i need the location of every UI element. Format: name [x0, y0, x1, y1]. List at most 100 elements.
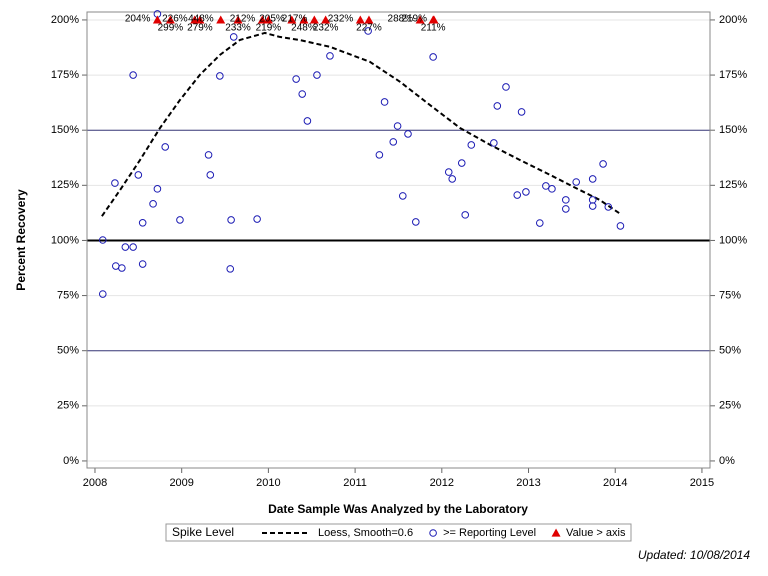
value-above-axis — [321, 15, 331, 24]
data-point — [206, 171, 215, 179]
data-point — [493, 102, 502, 110]
data-point — [161, 143, 170, 151]
y2-tick-label: 200% — [719, 14, 747, 26]
data-point — [303, 117, 312, 125]
value-label: 279% — [187, 23, 213, 34]
y-tick-label: 175% — [51, 69, 79, 81]
data-point — [588, 175, 597, 183]
data-point — [227, 216, 235, 224]
x-axis-label: Date Sample Was Analyzed by the Laborato… — [268, 502, 528, 516]
data-point — [364, 27, 372, 35]
x-tick-label: 2015 — [690, 477, 714, 489]
value-label: 232% — [328, 14, 354, 25]
footnote: Updated: 10/08/2014 — [638, 548, 750, 562]
y2-tick-label: 100% — [719, 234, 747, 246]
data-point — [457, 159, 466, 167]
data-point — [111, 179, 119, 187]
data-point — [149, 200, 157, 208]
x-tick-label: 2013 — [516, 477, 540, 489]
y-tick-label: 100% — [51, 234, 79, 246]
value-above-axis — [355, 15, 365, 24]
value-label: 288% — [388, 14, 414, 25]
y-axis-label: Percent Recovery — [14, 189, 28, 291]
value-above-axis — [309, 15, 319, 24]
x-tick-label: 2014 — [603, 477, 627, 489]
data-point — [562, 196, 570, 204]
data-point — [226, 265, 235, 273]
y-tick-label: 75% — [57, 289, 79, 301]
data-point — [535, 219, 544, 227]
y2-tick-label: 150% — [719, 124, 747, 136]
data-point — [153, 185, 162, 193]
data-point — [490, 139, 498, 147]
loess-line — [101, 31, 621, 217]
data-point — [121, 243, 130, 251]
data-point — [448, 175, 457, 183]
data-point — [229, 33, 238, 41]
data-point — [502, 83, 510, 91]
y2-tick-label: 50% — [719, 345, 741, 357]
value-above-axis — [287, 15, 297, 24]
data-point — [176, 216, 184, 224]
x-tick-label: 2008 — [83, 477, 107, 489]
data-point — [393, 122, 402, 130]
legend-label: Value > axis — [566, 527, 626, 539]
value-label: 299% — [158, 23, 184, 34]
value-label: 219% — [256, 23, 282, 34]
legend-label: Loess, Smooth=0.6 — [318, 527, 413, 539]
data-point — [542, 182, 550, 190]
data-point — [429, 53, 437, 61]
plot-frame — [86, 11, 711, 469]
data-point — [588, 202, 597, 210]
data-point — [253, 215, 261, 223]
value-label: 211% — [421, 23, 446, 34]
y2-tick-label: 75% — [719, 289, 741, 301]
data-point — [326, 52, 334, 60]
data-point — [562, 205, 570, 213]
value-above-axis — [165, 15, 175, 24]
value-above-axis — [299, 15, 309, 24]
y2-tick-label: 25% — [719, 400, 741, 412]
y-tick-label: 150% — [51, 124, 79, 136]
data-point — [517, 108, 526, 116]
value-label: 212% — [230, 14, 256, 25]
value-above-axis — [429, 15, 439, 24]
data-point — [398, 192, 407, 200]
value-label: 217% — [282, 14, 308, 25]
value-above-axis — [216, 15, 226, 24]
value-above-axis — [233, 15, 243, 24]
value-label: 219% — [401, 14, 427, 25]
x-tick-label: 2009 — [169, 477, 193, 489]
data-point — [138, 260, 147, 268]
y2-tick-label: 0% — [719, 455, 735, 467]
data-point — [389, 138, 398, 146]
value-above-axis — [152, 15, 162, 24]
data-point — [604, 203, 613, 211]
value-label: 232% — [313, 23, 339, 34]
value-label: 227% — [356, 23, 382, 34]
data-point — [444, 168, 453, 176]
data-point — [411, 218, 420, 226]
y-tick-label: 50% — [57, 345, 79, 357]
data-point — [548, 185, 556, 193]
legend-title: Spike Level — [172, 525, 234, 539]
data-point — [292, 75, 300, 83]
data-point — [204, 151, 213, 159]
data-point — [118, 264, 126, 272]
y-tick-label: 200% — [51, 14, 79, 26]
data-point — [467, 141, 476, 149]
value-label: 205% — [259, 14, 285, 25]
data-point — [404, 130, 412, 138]
y2-tick-label: 175% — [719, 69, 747, 81]
value-label: 226% — [162, 14, 188, 25]
value-label: 233% — [225, 23, 251, 34]
value-above-axis — [364, 15, 374, 24]
value-label: 448% — [188, 14, 214, 25]
data-point — [522, 188, 530, 196]
value-label: 204% — [125, 14, 151, 25]
value-above-axis — [257, 15, 267, 24]
x-tick-label: 2012 — [430, 477, 454, 489]
data-point — [380, 98, 389, 106]
